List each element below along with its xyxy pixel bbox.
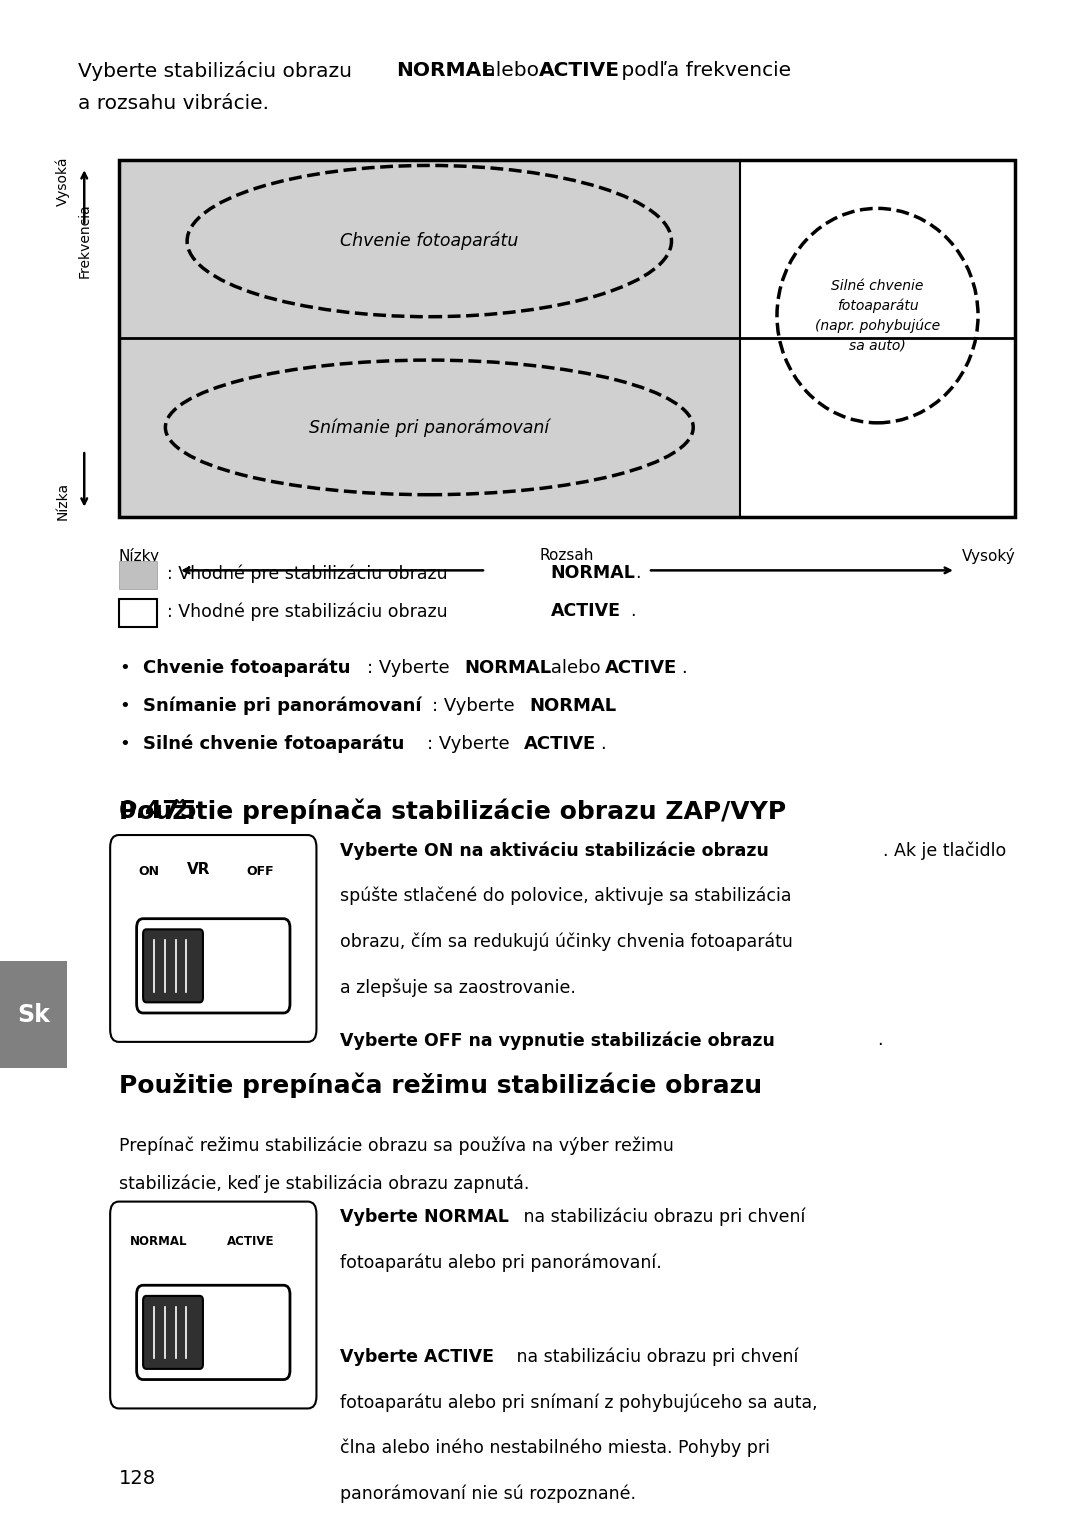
Text: NORMAL: NORMAL <box>130 1235 187 1249</box>
Text: Frekvencia: Frekvencia <box>78 204 91 278</box>
Text: •: • <box>119 735 130 753</box>
Text: NORMAL: NORMAL <box>529 697 617 715</box>
Text: Vysoký: Vysoký <box>961 548 1015 564</box>
Text: na stabilizáciu obrazu pri chvení: na stabilizáciu obrazu pri chvení <box>518 1208 806 1226</box>
Text: NORMAL: NORMAL <box>396 61 495 79</box>
Bar <box>119 160 1015 517</box>
Text: Nízky: Nízky <box>119 548 160 564</box>
Text: VR: VR <box>187 862 211 878</box>
Text: alebo: alebo <box>477 61 545 79</box>
Text: NORMAL: NORMAL <box>551 564 636 583</box>
Text: 0.475: 0.475 <box>119 799 198 823</box>
Text: Použitie prepínača stabilizácie obrazu ZAP/VYP: Použitie prepínača stabilizácie obrazu Z… <box>119 799 786 824</box>
Text: a zlepšuje sa zaostrovanie.: a zlepšuje sa zaostrovanie. <box>340 978 576 996</box>
Text: Vyberte OFF na vypnutie stabilizácie obrazu: Vyberte OFF na vypnutie stabilizácie obr… <box>340 1031 775 1049</box>
Text: .: . <box>630 602 635 621</box>
Text: : Vyberte: : Vyberte <box>367 659 456 677</box>
Text: Chvenie fotoaparátu: Chvenie fotoaparátu <box>143 659 350 677</box>
Text: Chvenie fotoaparátu: Chvenie fotoaparátu <box>340 231 518 251</box>
Text: Silné chvenie fotoaparátu: Silné chvenie fotoaparátu <box>143 735 404 753</box>
FancyBboxPatch shape <box>110 1202 316 1408</box>
FancyBboxPatch shape <box>136 919 289 1013</box>
Bar <box>119 561 157 589</box>
Point <box>733 151 746 169</box>
FancyBboxPatch shape <box>136 1285 289 1380</box>
Text: NORMAL: NORMAL <box>464 659 552 677</box>
Text: 128: 128 <box>119 1469 156 1488</box>
Bar <box>0 961 67 1068</box>
Text: : Vyberte: : Vyberte <box>427 735 515 753</box>
Text: Rozsah: Rozsah <box>540 548 594 563</box>
Text: podľa frekvencie: podľa frekvencie <box>615 61 791 79</box>
Text: Nízka: Nízka <box>56 482 69 520</box>
Text: Vysoká: Vysoká <box>55 157 70 207</box>
Text: ACTIVE: ACTIVE <box>539 61 620 79</box>
Text: .: . <box>635 564 640 583</box>
Text: fotoaparátu alebo pri panorámovaní.: fotoaparátu alebo pri panorámovaní. <box>340 1253 662 1272</box>
Text: spúšte stlačené do polovice, aktivuje sa stabilizácia: spúšte stlačené do polovice, aktivuje sa… <box>340 887 792 905</box>
Text: stabilizácie, keď je stabilizácia obrazu zapnutá.: stabilizácie, keď je stabilizácia obrazu… <box>119 1174 529 1192</box>
Text: Použitie prepínača režimu stabilizácie obrazu: Použitie prepínača režimu stabilizácie o… <box>119 1072 761 1098</box>
Text: Vyberte ON na aktiváciu stabilizácie obrazu: Vyberte ON na aktiváciu stabilizácie obr… <box>340 841 769 859</box>
Text: Prepínač režimu stabilizácie obrazu sa používa na výber režimu: Prepínač režimu stabilizácie obrazu sa p… <box>119 1136 674 1154</box>
Text: panorámovaní nie sú rozpoznané.: panorámovaní nie sú rozpoznané. <box>340 1484 636 1503</box>
Text: Snímanie pri panorámovaní: Snímanie pri panorámovaní <box>309 418 550 437</box>
FancyBboxPatch shape <box>143 1296 203 1369</box>
Text: obrazu, čím sa redukujú účinky chvenia fotoaparátu: obrazu, čím sa redukujú účinky chvenia f… <box>340 932 793 951</box>
Text: .: . <box>600 735 606 753</box>
Text: ACTIVE: ACTIVE <box>605 659 677 677</box>
Text: Vyberte NORMAL: Vyberte NORMAL <box>340 1208 509 1226</box>
Bar <box>119 599 157 627</box>
Text: fotoaparátu alebo pri snímaní z pohybujúceho sa auta,: fotoaparátu alebo pri snímaní z pohybujú… <box>340 1393 818 1411</box>
Text: : Vyberte: : Vyberte <box>432 697 521 715</box>
Text: Sk: Sk <box>17 1002 50 1027</box>
FancyBboxPatch shape <box>143 929 203 1002</box>
Text: : Vhodné pre stabilizáciu obrazu: : Vhodné pre stabilizáciu obrazu <box>167 564 454 583</box>
Text: alebo: alebo <box>545 659 607 677</box>
Text: .: . <box>877 1031 882 1049</box>
Point <box>733 508 746 526</box>
Text: ACTIVE: ACTIVE <box>524 735 596 753</box>
Text: ACTIVE: ACTIVE <box>227 1235 274 1249</box>
Text: Snímanie pri panorámovaní: Snímanie pri panorámovaní <box>143 697 421 715</box>
Text: . Ak je tlačidlo: . Ak je tlačidlo <box>883 841 1007 859</box>
Text: ON: ON <box>138 865 159 879</box>
Text: .: . <box>681 659 687 677</box>
Bar <box>119 160 740 517</box>
Text: a rozsahu vibrácie.: a rozsahu vibrácie. <box>78 94 269 113</box>
FancyBboxPatch shape <box>110 835 316 1042</box>
Bar <box>740 160 1015 517</box>
Text: ACTIVE: ACTIVE <box>551 602 621 621</box>
Text: .: . <box>610 697 616 715</box>
Text: na stabilizáciu obrazu pri chvení: na stabilizáciu obrazu pri chvení <box>511 1348 798 1366</box>
Text: •: • <box>119 697 130 715</box>
Text: •: • <box>119 659 130 677</box>
Text: Vyberte ACTIVE: Vyberte ACTIVE <box>340 1348 495 1366</box>
Text: Silné chvenie
fotoaparátu
(napr. pohybujúce
sa auto): Silné chvenie fotoaparátu (napr. pohybuj… <box>815 278 940 353</box>
Text: : Vhodné pre stabilizáciu obrazu: : Vhodné pre stabilizáciu obrazu <box>167 602 454 621</box>
Text: Vyberte stabilizáciu obrazu: Vyberte stabilizáciu obrazu <box>78 61 359 81</box>
Text: OFF: OFF <box>246 865 274 879</box>
Text: člna alebo iného nestabilného miesta. Pohyby pri: člna alebo iného nestabilného miesta. Po… <box>340 1439 770 1457</box>
